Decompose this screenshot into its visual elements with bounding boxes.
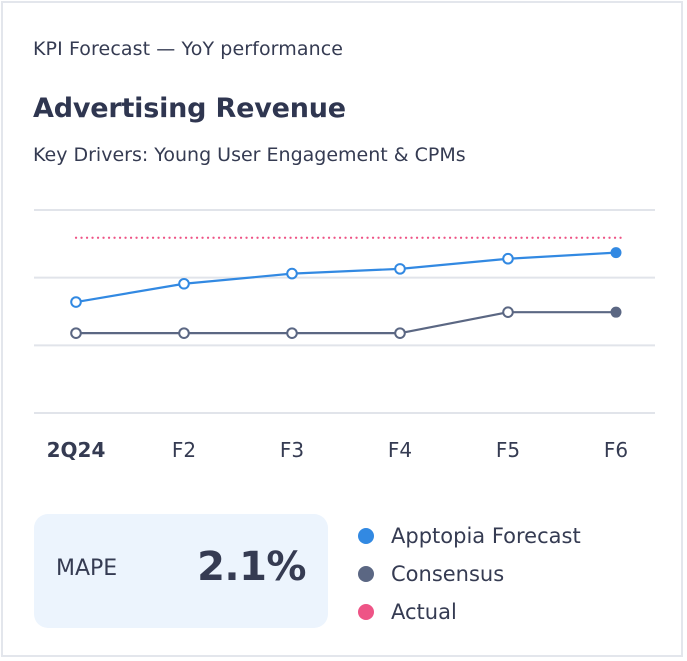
legend-dot-icon xyxy=(358,528,374,544)
data-point-forecast xyxy=(394,263,406,275)
data-point-forecast xyxy=(70,296,82,308)
card-subtitle: Key Drivers: Young User Engagement & CPM… xyxy=(33,144,466,166)
data-point-forecast xyxy=(502,252,514,265)
data-point-forecast xyxy=(178,277,190,290)
data-point-forecast xyxy=(610,247,622,259)
data-point-consensus xyxy=(394,327,406,339)
x-tick-label: F4 xyxy=(388,438,412,462)
data-point-forecast xyxy=(286,267,298,280)
data-point-consensus xyxy=(610,306,622,318)
chart-legend: Apptopia Forecast Consensus Actual xyxy=(358,517,581,631)
legend-item-actual: Actual xyxy=(358,593,581,631)
x-tick-label: F5 xyxy=(496,438,520,462)
x-tick-label: F3 xyxy=(280,438,304,462)
legend-label: Consensus xyxy=(391,562,505,586)
legend-dot-icon xyxy=(358,604,374,620)
line-chart: 2Q24 F2 F3 F4 F5 F6 xyxy=(34,209,655,462)
legend-dot-icon xyxy=(358,566,374,582)
x-tick-label: F2 xyxy=(172,438,196,462)
legend-item-forecast: Apptopia Forecast xyxy=(358,517,581,555)
legend-label: Actual xyxy=(391,600,457,624)
x-tick-label: 2Q24 xyxy=(47,438,106,462)
mape-label: MAPE xyxy=(56,556,118,581)
data-point-consensus xyxy=(502,306,514,318)
mape-value: 2.1% xyxy=(197,544,306,590)
card-title: Advertising Revenue xyxy=(33,93,346,124)
legend-item-consensus: Consensus xyxy=(358,555,581,593)
card-kicker: KPI Forecast — YoY performance xyxy=(33,38,344,60)
x-tick-label: F6 xyxy=(604,438,628,462)
series-line-forecast xyxy=(75,251,617,304)
series-line-consensus xyxy=(76,311,616,335)
legend-label: Apptopia Forecast xyxy=(391,524,581,548)
data-point-consensus xyxy=(286,327,298,339)
data-point-consensus xyxy=(178,327,190,339)
mape-box: MAPE 2.1% xyxy=(34,514,328,628)
data-point-consensus xyxy=(70,327,82,339)
